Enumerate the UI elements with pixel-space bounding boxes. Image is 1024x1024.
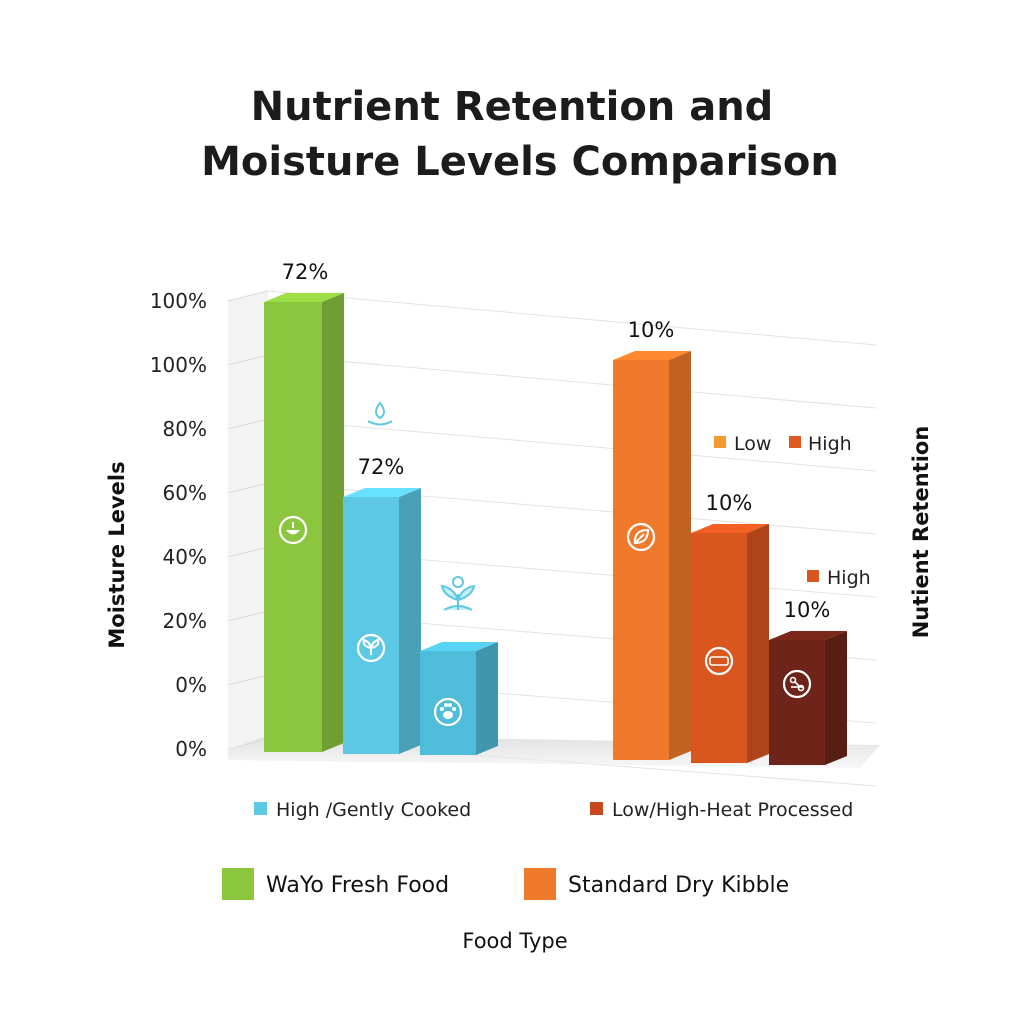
bar-kibble-2 <box>691 524 769 763</box>
grid-line <box>267 418 877 472</box>
bar-kibble-1 <box>613 351 691 760</box>
y-tick-label: 80% <box>163 417 207 441</box>
x-axis-label: Food Type <box>462 929 567 953</box>
bar-side <box>825 631 847 765</box>
bar-top <box>420 642 498 651</box>
leaf-sprout-icon <box>440 576 476 611</box>
bar-side <box>399 488 421 754</box>
grid-line <box>267 354 877 409</box>
bars: 72% 72% 10% 10% 10% <box>264 260 847 765</box>
y-tick-label: 0% <box>175 737 207 761</box>
bowl-icon <box>278 515 308 545</box>
bar-data-label: 10% <box>784 598 831 622</box>
bar-top <box>343 488 421 497</box>
y-axis-label-right: Nutient Retention <box>909 426 933 639</box>
grid-line-side <box>227 482 269 494</box>
y-tick-label: 100% <box>150 353 207 377</box>
grid-line-side <box>227 546 269 558</box>
bar-data-label: 10% <box>628 318 675 342</box>
chart-title-line-2: Moisture Levels Comparison <box>201 139 839 185</box>
y-axis-label-left: Moisture Levels <box>105 461 129 648</box>
bar-wayo-1 <box>264 293 344 752</box>
bar-kibble-3 <box>769 631 847 765</box>
inline-legend-swatch-low <box>714 436 726 448</box>
chart-title-line-1: Nutrient Retention and <box>251 84 774 130</box>
water-drop-icon <box>367 401 393 426</box>
leaf-icon <box>626 522 656 552</box>
y-tick-label: 40% <box>163 545 207 569</box>
bar-top <box>613 351 691 360</box>
grid-line-side <box>227 354 269 366</box>
inline-legend-swatch-high-2 <box>807 570 819 582</box>
legend-label-wayo: WaYo Fresh Food <box>266 873 449 898</box>
inline-legend-low-high: Low High <box>714 433 852 455</box>
bar-side <box>747 524 769 763</box>
inline-legend-swatch-high <box>789 436 801 448</box>
y-tick-label: 60% <box>163 481 207 505</box>
bar-top <box>691 524 769 533</box>
grid-line <box>267 290 877 346</box>
y-tick-label: 0% <box>175 673 207 697</box>
legend-swatch-wayo <box>222 868 254 900</box>
legend-swatch-kibble <box>524 868 556 900</box>
bar-wayo-2 <box>343 488 421 754</box>
bar-front <box>613 360 669 760</box>
bar-front <box>769 640 825 765</box>
y-tick-label: 100% <box>150 289 207 313</box>
y-tick-label: 20% <box>163 609 207 633</box>
legend-label-kibble: Standard Dry Kibble <box>568 873 789 898</box>
sub-legend-swatch-processed <box>590 802 603 815</box>
sub-legend-label-gently-cooked: High /Gently Cooked <box>276 799 471 821</box>
bar-data-label: 10% <box>706 491 753 515</box>
bar-side <box>669 351 691 760</box>
bar-top <box>264 293 344 302</box>
sprout-icon <box>356 633 386 663</box>
inline-legend-high: High <box>807 567 871 589</box>
inline-legend-label-high: High <box>808 433 852 455</box>
bar-side <box>476 642 498 755</box>
bar-data-label: 72% <box>358 455 405 479</box>
paw-icon <box>433 697 463 727</box>
chart-side-wall <box>228 290 268 750</box>
grid-line-side <box>227 674 269 686</box>
grid-line-side <box>227 418 269 430</box>
bar-side <box>322 293 344 752</box>
y-ticks: 100% 100% 80% 60% 40% 20% 0% 0% <box>150 289 207 761</box>
bar-data-label: 72% <box>282 260 329 284</box>
sub-legend-swatch-gently-cooked <box>254 802 267 815</box>
bar-wayo-3 <box>420 642 498 755</box>
inline-legend-label-low: Low <box>734 433 771 455</box>
sub-legend-label-processed: Low/High-Heat Processed <box>612 799 853 821</box>
bar-front <box>343 497 399 754</box>
inline-legend-label-high-2: High <box>827 567 871 589</box>
grid-line-side <box>227 610 269 622</box>
badge-icon <box>704 646 734 676</box>
grid-line-side <box>227 290 269 302</box>
bar-top <box>769 631 847 640</box>
molecule-icon <box>782 669 812 699</box>
bar-front <box>420 651 476 755</box>
